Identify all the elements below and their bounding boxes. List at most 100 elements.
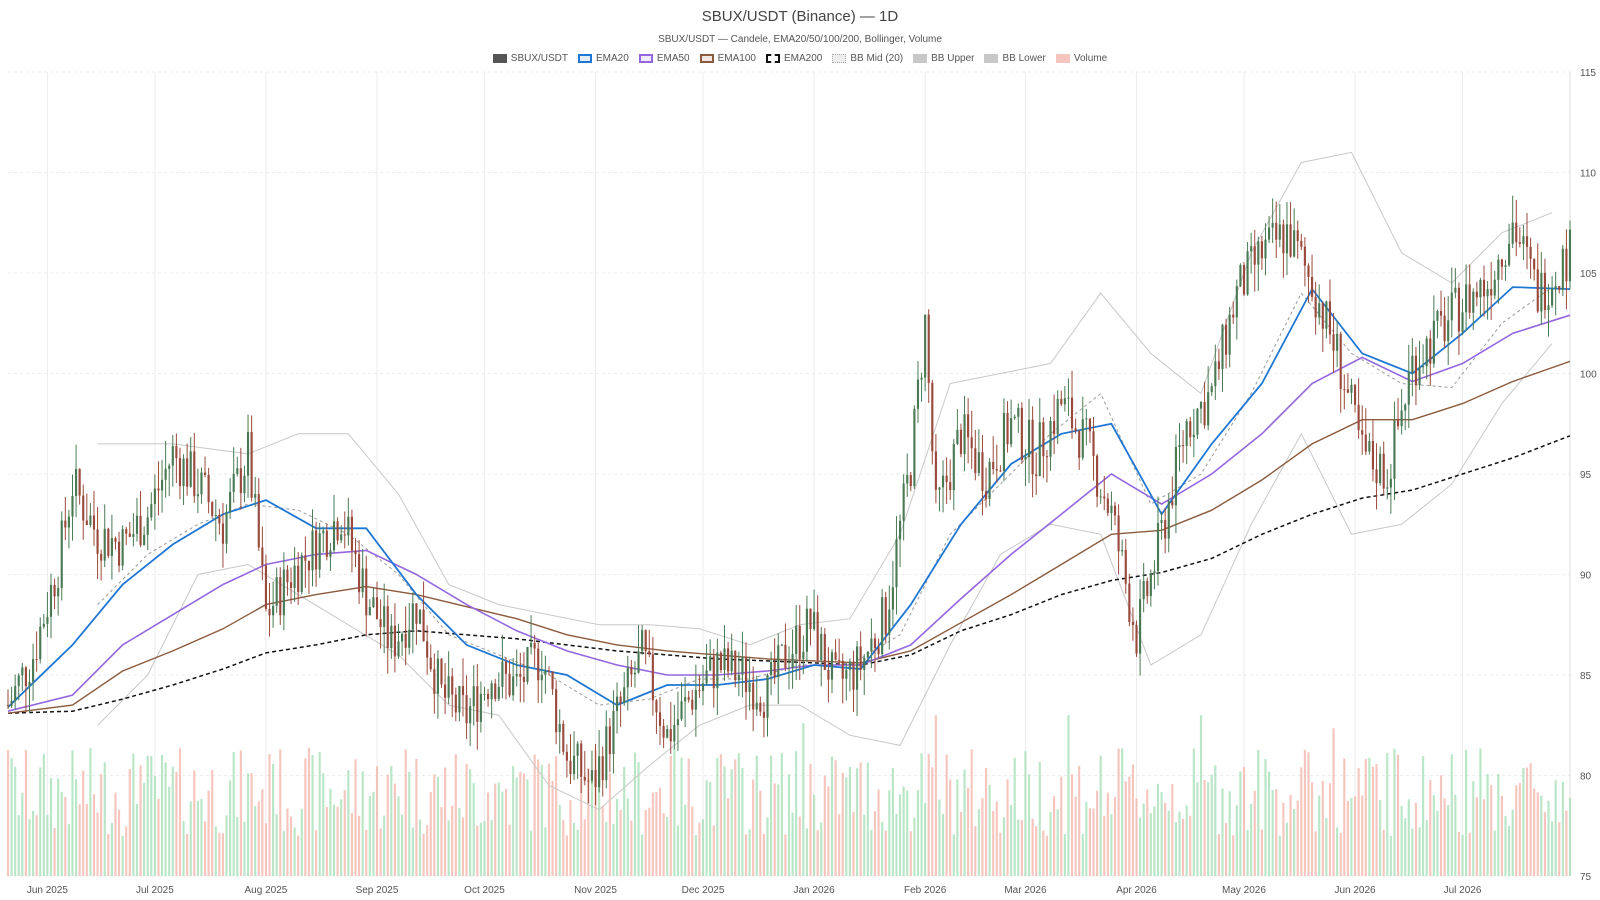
x-tick-label: Jul 2025 — [136, 885, 174, 896]
candle-body — [859, 646, 862, 670]
volume-bar — [1017, 819, 1020, 876]
candle-body — [784, 644, 787, 669]
volume-bar — [160, 754, 164, 876]
volume-bar — [1128, 776, 1131, 876]
volume-bar — [805, 828, 808, 876]
candle-body — [752, 682, 755, 710]
volume-bar — [655, 792, 658, 876]
candle-body — [974, 448, 977, 473]
candle-body — [949, 482, 952, 491]
volume-bar — [1149, 813, 1152, 876]
volume-bar — [1533, 788, 1536, 876]
candle-body — [1454, 287, 1457, 293]
volume-bar — [264, 823, 268, 876]
volume-bar — [221, 833, 225, 876]
candle-body — [1479, 279, 1482, 298]
candle-body — [64, 520, 67, 528]
volume-bar — [1536, 792, 1539, 876]
candle-body — [368, 607, 371, 616]
candle-body — [1006, 412, 1009, 445]
candle-body — [662, 725, 665, 738]
candle-body — [379, 619, 382, 628]
volume-bar — [1457, 832, 1461, 876]
candle-body — [1407, 372, 1410, 405]
volume-bar — [1067, 715, 1070, 876]
volume-bar — [196, 800, 199, 876]
legend-item-bb-mid-20[interactable]: BB Mid (20) — [832, 53, 903, 64]
volume-bar — [512, 766, 515, 876]
candle-body — [1203, 402, 1206, 426]
candle-body — [1106, 498, 1109, 513]
volume-bar — [963, 769, 966, 876]
volume-bar — [1314, 831, 1317, 876]
volume-bar — [723, 766, 726, 876]
candle-body — [325, 530, 328, 557]
volume-bar — [6, 749, 10, 876]
candle-body — [1547, 305, 1550, 311]
volume-bar — [959, 811, 963, 876]
volume-bar — [938, 799, 941, 876]
candle-body — [877, 648, 880, 655]
volume-bar — [916, 790, 920, 876]
candle-body — [515, 673, 518, 677]
volume-bar — [666, 817, 669, 876]
candle-body — [1554, 285, 1557, 289]
candle-body — [1088, 418, 1092, 432]
volume-bar — [110, 822, 113, 876]
volume-bar — [1027, 774, 1031, 876]
volume-bar — [1160, 792, 1163, 876]
volume-bar — [232, 752, 235, 876]
legend-item-bb-upper[interactable]: BB Upper — [913, 53, 974, 64]
candle-body — [1565, 248, 1568, 282]
volume-bar — [877, 789, 880, 876]
candle-body — [920, 377, 923, 380]
candle-body — [168, 465, 171, 469]
candle-body — [1070, 397, 1074, 429]
legend-item-ema200[interactable]: EMA200 — [765, 53, 822, 64]
candle-body — [1343, 389, 1346, 391]
legend-label: SBUX/USDT — [510, 53, 569, 64]
volume-bar — [881, 821, 884, 876]
volume-bar — [368, 795, 371, 876]
candle-body — [723, 648, 726, 671]
volume-bar — [952, 834, 955, 876]
candle-body — [1386, 487, 1389, 489]
y-tick-label: 80 — [1580, 772, 1592, 783]
candle-body — [440, 658, 443, 685]
candle-body — [1153, 571, 1156, 574]
x-tick-label: Dec 2025 — [682, 885, 725, 896]
volume-bar — [648, 807, 651, 876]
volume-bar — [848, 767, 851, 876]
candle-body — [85, 520, 88, 525]
candle-body — [1171, 501, 1174, 506]
volume-bar — [798, 816, 801, 876]
candle-body — [701, 683, 705, 691]
volume-bar — [1006, 779, 1009, 876]
volume-bar — [386, 774, 389, 876]
candle-body — [1142, 581, 1145, 600]
candle-body — [551, 671, 554, 690]
volume-bar — [1275, 789, 1278, 876]
volume-bar — [977, 809, 980, 876]
candle-body — [927, 314, 930, 383]
candle-body — [1497, 259, 1500, 280]
legend-item-ema50[interactable]: EMA50 — [638, 53, 690, 64]
volume-bar — [1547, 800, 1550, 876]
legend-item-ema20[interactable]: EMA20 — [578, 53, 629, 64]
candle-body — [805, 608, 808, 652]
volume-bar — [17, 815, 20, 876]
legend-item-volume[interactable]: Volume — [1055, 53, 1107, 64]
candle-body — [873, 638, 877, 649]
legend-item-sbux-usdt[interactable]: SBUX/USDT — [492, 53, 569, 64]
candle-body — [1092, 431, 1095, 456]
candle-body — [1303, 246, 1306, 266]
candle-body — [1490, 289, 1493, 296]
candle-body — [1013, 416, 1016, 419]
candle-body — [612, 711, 615, 755]
volume-bar — [1049, 811, 1052, 876]
legend-item-ema100[interactable]: EMA100 — [699, 53, 756, 64]
legend-item-bb-lower[interactable]: BB Lower — [984, 53, 1046, 64]
volume-bar — [1343, 758, 1346, 876]
volume-bar — [687, 758, 690, 876]
